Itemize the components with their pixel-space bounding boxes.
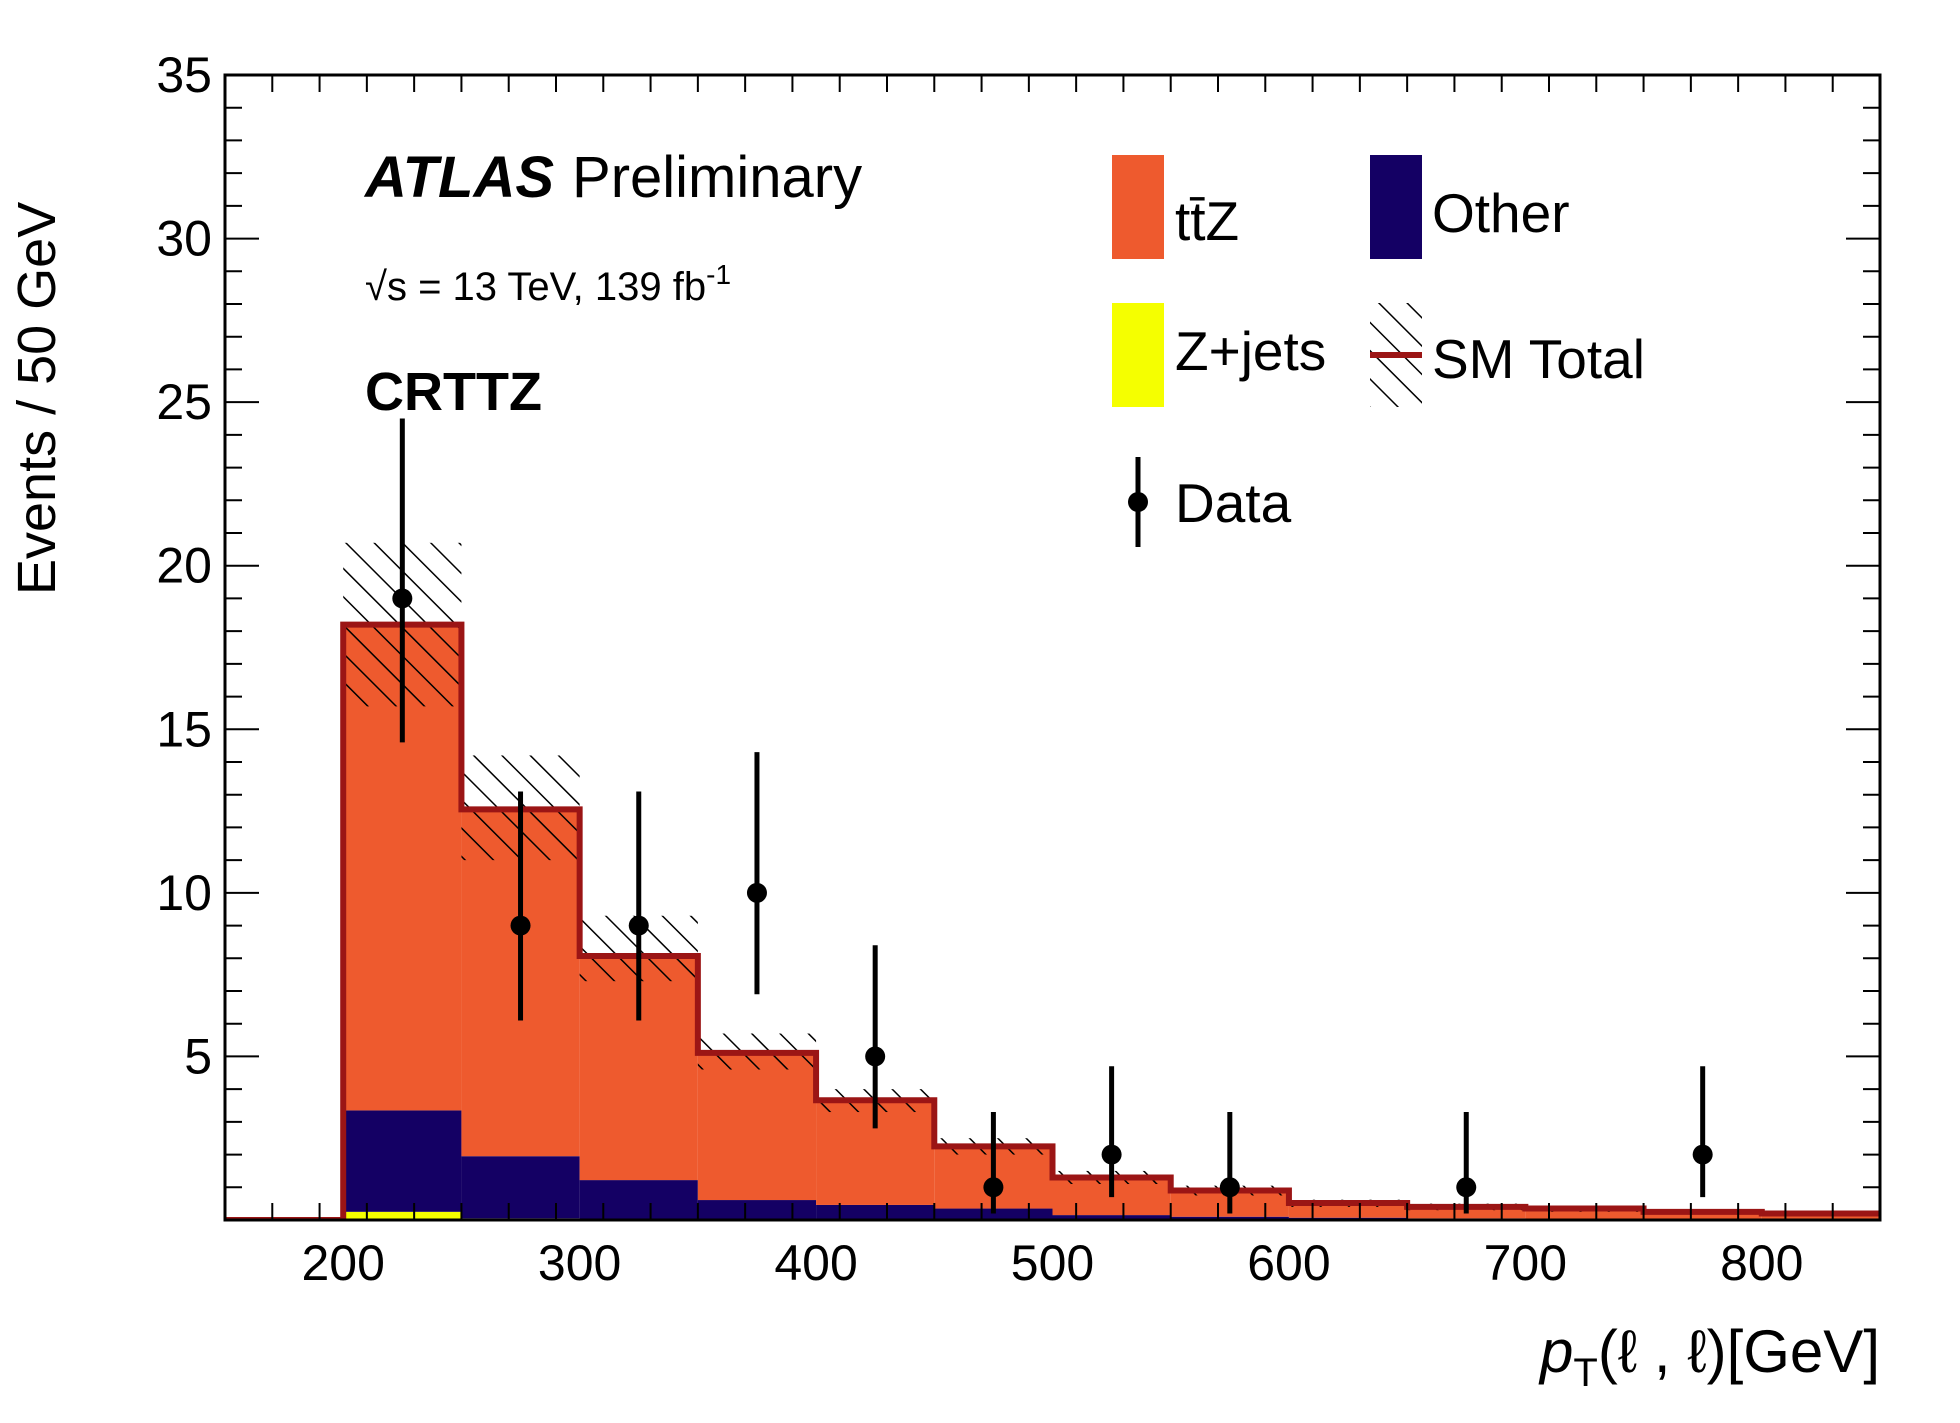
data-point-1 xyxy=(510,915,531,936)
bar-other-bin-5 xyxy=(816,1204,935,1220)
atlas-text: ATLAS xyxy=(363,145,554,210)
legend-label-zjets: Z+jets xyxy=(1175,320,1326,382)
bar-other-bin-4 xyxy=(697,1200,817,1220)
bar-other-bin-1 xyxy=(343,1110,462,1212)
y-axis-title: Events / 50 GeV xyxy=(7,202,67,595)
data-point-9 xyxy=(1692,1144,1713,1165)
y-tick-label: 35 xyxy=(156,47,212,103)
data-point-6 xyxy=(1101,1144,1122,1165)
data-point-4 xyxy=(865,1046,886,1067)
data-point-0 xyxy=(392,588,413,609)
data-point-2 xyxy=(628,915,649,936)
data-point-5 xyxy=(983,1177,1004,1198)
legend-swatch-ttz xyxy=(1112,155,1164,259)
bar-other-bin-2 xyxy=(461,1156,580,1219)
bar-other-bin-7 xyxy=(1052,1215,1171,1220)
plot-frame xyxy=(223,73,1882,1222)
bar-tt-z-bin-12 xyxy=(1643,1211,1762,1220)
bar-tt-z-bin-11 xyxy=(1525,1208,1644,1219)
y-tick-label: 25 xyxy=(156,374,212,430)
legend-swatch-other xyxy=(1370,155,1422,259)
tick-labels: 200 300 400 500 600 700 800 5 10 15 20 25 30 35 xyxy=(156,47,1803,1291)
x-tick-label: 800 xyxy=(1720,1235,1803,1291)
legend-label-data: Data xyxy=(1175,472,1292,534)
x-axis-title: pT(ℓ , ℓ)[GeV] xyxy=(1538,1318,1880,1395)
legend-label-ttz: tt̄Z xyxy=(1175,190,1239,252)
energy-lumi-sup: -1 xyxy=(706,259,731,290)
bar-tt-z-bin-4 xyxy=(697,1052,817,1201)
legend: tt̄Z Other Z+jets SM Total Data xyxy=(1112,155,1645,547)
data-point-8 xyxy=(1456,1177,1477,1198)
bar-other-bin-3 xyxy=(579,1180,698,1220)
preliminary-text: Preliminary xyxy=(572,145,862,210)
y-tick-label: 20 xyxy=(156,538,212,594)
legend-label-other: Other xyxy=(1432,182,1570,244)
bar-z-jets-bin-1 xyxy=(343,1211,462,1220)
legend-label-sm-total: SM Total xyxy=(1432,328,1645,390)
bar-other-bin-8 xyxy=(1170,1216,1289,1220)
x-tick-label: 500 xyxy=(1011,1235,1094,1291)
data-point-7 xyxy=(1219,1177,1240,1198)
energy-lumi-text: √s = 13 TeV, 139 fb-1 xyxy=(365,259,731,309)
legend-swatch-data-marker xyxy=(1128,492,1148,512)
region-label: CRTTZ xyxy=(365,362,542,422)
bar-other-bin-6 xyxy=(934,1208,1053,1220)
legend-swatch-zjets xyxy=(1112,303,1164,407)
energy-lumi-main: √s = 13 TeV, 139 fb xyxy=(365,265,706,309)
x-tick-label: 600 xyxy=(1247,1235,1330,1291)
x-axis-title-p: p xyxy=(1538,1318,1573,1385)
y-tick-label: 30 xyxy=(156,211,212,267)
data-points xyxy=(392,418,1713,1214)
x-tick-label: 300 xyxy=(538,1235,621,1291)
x-axis-title-sub: T xyxy=(1573,1351,1597,1395)
atlas-label: ATLAS Preliminary xyxy=(363,145,862,210)
y-tick-label: 10 xyxy=(156,865,212,921)
x-tick-label: 400 xyxy=(774,1235,857,1291)
data-point-3 xyxy=(746,882,767,903)
y-tick-label: 15 xyxy=(156,701,212,757)
x-tick-label: 700 xyxy=(1484,1235,1567,1291)
x-tick-label: 200 xyxy=(301,1235,384,1291)
axis-ticks xyxy=(224,74,1881,1221)
x-axis-title-rest: (ℓ , ℓ)[GeV] xyxy=(1598,1318,1880,1385)
y-tick-label: 5 xyxy=(184,1028,212,1084)
